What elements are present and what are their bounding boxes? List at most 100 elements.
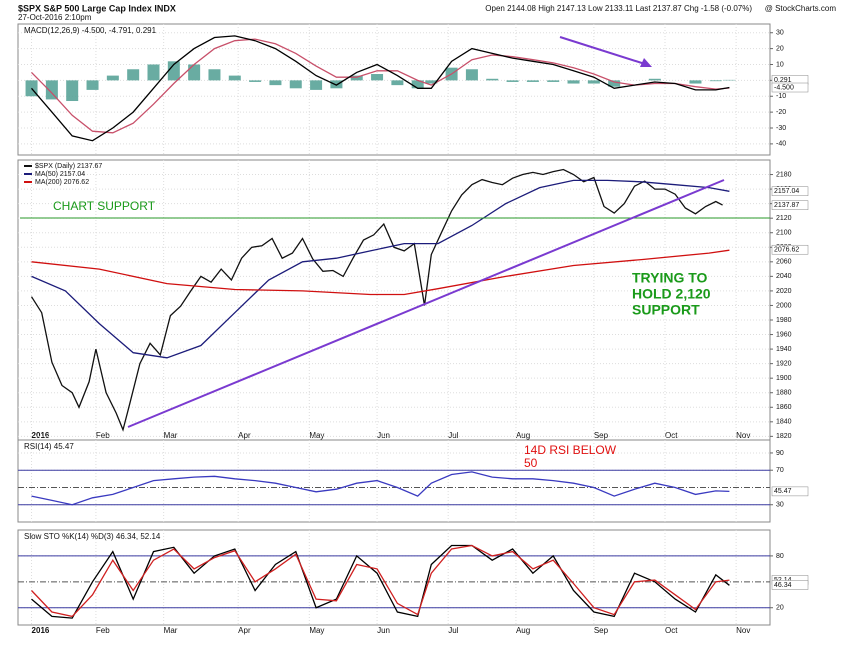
y-tick-label: 2040 (776, 273, 792, 280)
y-tick-label: 20 (776, 45, 784, 52)
x-tick-label: Nov (736, 431, 750, 440)
y-tick-label: 1860 (776, 404, 792, 411)
x-tick-label: Mar (164, 431, 178, 440)
histogram-bar (506, 80, 519, 82)
chart-subtitle: 27-Oct-2016 2:10pm (18, 13, 92, 22)
y-tick-label: 80 (776, 553, 784, 560)
annotation: SUPPORT (632, 302, 700, 318)
histogram-bar (587, 80, 600, 84)
histogram-bar (228, 75, 241, 81)
axis-tag: 45.47 (774, 488, 792, 495)
axis-tag: 2076.62 (774, 247, 799, 254)
panel (17, 23, 771, 156)
y-tick-label: 2120 (776, 215, 792, 222)
y-tick-label: -30 (776, 125, 786, 132)
series-line (31, 179, 730, 359)
legend-entry: MA(200) 2076.62 (35, 179, 89, 186)
series-line (30, 168, 723, 432)
axis-tag-box (771, 580, 809, 590)
x-tick-label: Apr (238, 431, 251, 440)
panel (17, 529, 771, 626)
axis-tag-box (771, 186, 809, 196)
x-tick-label: Feb (96, 626, 110, 635)
y-tick-label: 1840 (776, 419, 792, 426)
annotation: TRYING TO (632, 270, 708, 286)
histogram-bar (310, 80, 323, 90)
annotation: CHART SUPPORT (53, 199, 156, 213)
histogram-bar (391, 80, 404, 86)
histogram-bar (208, 69, 221, 81)
x-tick-label: Mar (164, 626, 178, 635)
arrow (559, 36, 646, 65)
y-tick-label: -40 (776, 141, 786, 148)
histogram-bar (127, 69, 140, 81)
histogram-bar (188, 64, 201, 81)
x-tick-label: 2016 (32, 431, 50, 440)
series-line (31, 38, 730, 134)
x-tick-label: May (309, 431, 324, 440)
y-tick-label: 2060 (776, 259, 792, 266)
histogram-bar (689, 80, 702, 84)
x-tick-label: Jul (448, 626, 458, 635)
legend-entry: $SPX (Daily) 2137.67 (35, 163, 102, 170)
y-tick-label: 10 (776, 61, 784, 68)
annotation: 50 (524, 456, 538, 470)
y-tick-label: 20 (776, 605, 784, 612)
y-tick-label: -10 (776, 93, 786, 100)
arrow-head (640, 58, 652, 67)
histogram-bar (147, 64, 160, 81)
histogram-bar (167, 61, 180, 81)
histogram-bar (648, 78, 661, 81)
series-line (31, 249, 730, 296)
quote: Open 2144.08 High 2147.13 Low 2133.11 La… (485, 4, 752, 13)
axis-tag: -4.500 (774, 84, 794, 91)
histogram-bar (350, 75, 363, 81)
histogram-bar (547, 80, 560, 82)
histogram-bar (567, 80, 580, 84)
histogram-bar (249, 80, 262, 82)
y-tick-label: 2180 (776, 171, 792, 178)
x-tick-label: Nov (736, 626, 750, 635)
chart-title: $SPX S&P 500 Large Cap Index INDX (18, 3, 176, 13)
legend-entry: RSI(14) 45.47 (24, 442, 74, 451)
axis-tag: 0.291 (774, 77, 792, 84)
histogram-bar (66, 80, 79, 102)
histogram-bar (486, 78, 499, 81)
x-tick-label: Oct (665, 431, 678, 440)
x-tick-label: Jun (377, 626, 390, 635)
panel (17, 159, 771, 441)
x-tick-label: Apr (238, 626, 251, 635)
y-tick-label: 1820 (776, 433, 792, 440)
y-tick-label: 1900 (776, 375, 792, 382)
panel (17, 439, 771, 523)
y-tick-label: 1980 (776, 317, 792, 324)
y-tick-label: 1880 (776, 390, 792, 397)
annotation: 14D RSI BELOW (524, 443, 617, 457)
x-tick-label: May (309, 626, 324, 635)
y-tick-label: 90 (776, 450, 784, 457)
axis-tag-box (771, 82, 809, 93)
histogram-bar (86, 80, 99, 90)
y-tick-label: 1940 (776, 346, 792, 353)
axis-tag-box (771, 244, 809, 255)
histogram-bar (608, 80, 621, 87)
series-line (31, 471, 730, 506)
y-tick-label: -20 (776, 109, 786, 116)
y-tick-label: 2020 (776, 288, 792, 295)
legend-entry: MACD(12,26,9) -4.500, -4.791, 0.291 (24, 26, 157, 35)
x-tick-label: Sep (594, 431, 609, 440)
histogram-bar (289, 80, 302, 89)
histogram-bar (269, 80, 282, 86)
y-tick-label: 30 (776, 30, 784, 37)
histogram-bar (709, 80, 722, 82)
histogram-bar (411, 80, 424, 89)
y-tick-label: 2100 (776, 230, 792, 237)
axis-tag: 2137.87 (774, 202, 799, 209)
y-tick-label: 70 (776, 467, 784, 474)
x-tick-label: Sep (594, 626, 609, 635)
x-tick-label: Oct (665, 626, 678, 635)
y-tick-label: 1960 (776, 331, 792, 338)
axis-tag-box (771, 486, 809, 497)
